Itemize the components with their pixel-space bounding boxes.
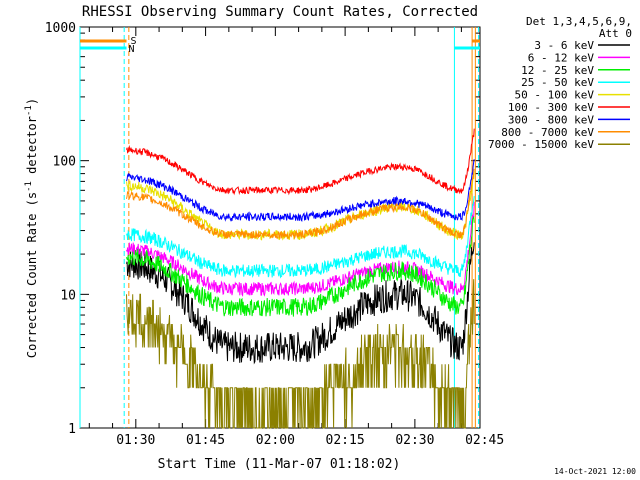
series-line-12-25-kev: [126, 215, 475, 317]
series-line-300-800-kev: [126, 159, 475, 223]
legend-header-line-2: Att 0: [599, 27, 632, 40]
x-tick-label: 02:30: [395, 433, 434, 448]
y-tick-label: 1: [68, 422, 76, 437]
series-line-25-50-kev: [126, 196, 475, 279]
night-flag-label: N: [129, 44, 135, 55]
y-tick-label: 100: [53, 155, 76, 170]
saa-flag-label: S: [131, 36, 137, 47]
legend-label: 50 - 100 keV: [515, 89, 595, 102]
legend-label: 6 - 12 keV: [528, 51, 595, 64]
y-axis-label: Corrected Count Rate (s-1 detector-1): [24, 98, 39, 358]
x-tick-label: 01:30: [116, 433, 155, 448]
series-line-800-7000-kev: [126, 168, 475, 240]
x-tick-label: 01:45: [186, 433, 225, 448]
y-axis-label-end: ): [25, 98, 39, 105]
legend-label: 25 - 50 keV: [521, 76, 594, 89]
x-tick-label: 02:15: [326, 433, 365, 448]
legend-label: 100 - 300 keV: [508, 101, 594, 114]
y-axis-label-sup1: -1: [24, 181, 34, 192]
legend-label: 800 - 7000 keV: [501, 126, 594, 139]
x-tick-label: 02:45: [465, 433, 504, 448]
legend-label: 7000 - 15000 keV: [488, 138, 594, 151]
series-line-3-6-kev: [126, 242, 475, 365]
y-tick-label: 10: [60, 288, 76, 303]
legend-header-line-1: Det 1,3,4,5,6,9,: [526, 15, 632, 28]
y-tick-label: 1000: [45, 21, 76, 36]
plot-area: 1 10 100 1000 01:30 01:45 02:00 02:15 02:30 02:45…: [45, 21, 505, 448]
y-axis-label-mid: detector: [25, 116, 39, 181]
footer-timestamp: 14-Oct-2021 12:00: [554, 467, 636, 476]
chart-title: RHESSI Observing Summary Count Rates, Co…: [82, 4, 478, 20]
x-tick-label: 02:00: [256, 433, 295, 448]
x-axis-label: Start Time (11-Mar-07 01:18:02): [158, 457, 401, 472]
legend-label: 3 - 6 keV: [534, 39, 594, 52]
y-axis-label-main: Corrected Count Rate (s: [25, 192, 39, 358]
series-line-100-300-kev: [126, 128, 475, 196]
legend-label: 300 - 800 keV: [508, 113, 594, 126]
series-line-7000-15000-kev: [126, 279, 475, 429]
y-axis-label-sup2: -1: [24, 105, 34, 116]
legend-label: 12 - 25 keV: [521, 64, 594, 77]
